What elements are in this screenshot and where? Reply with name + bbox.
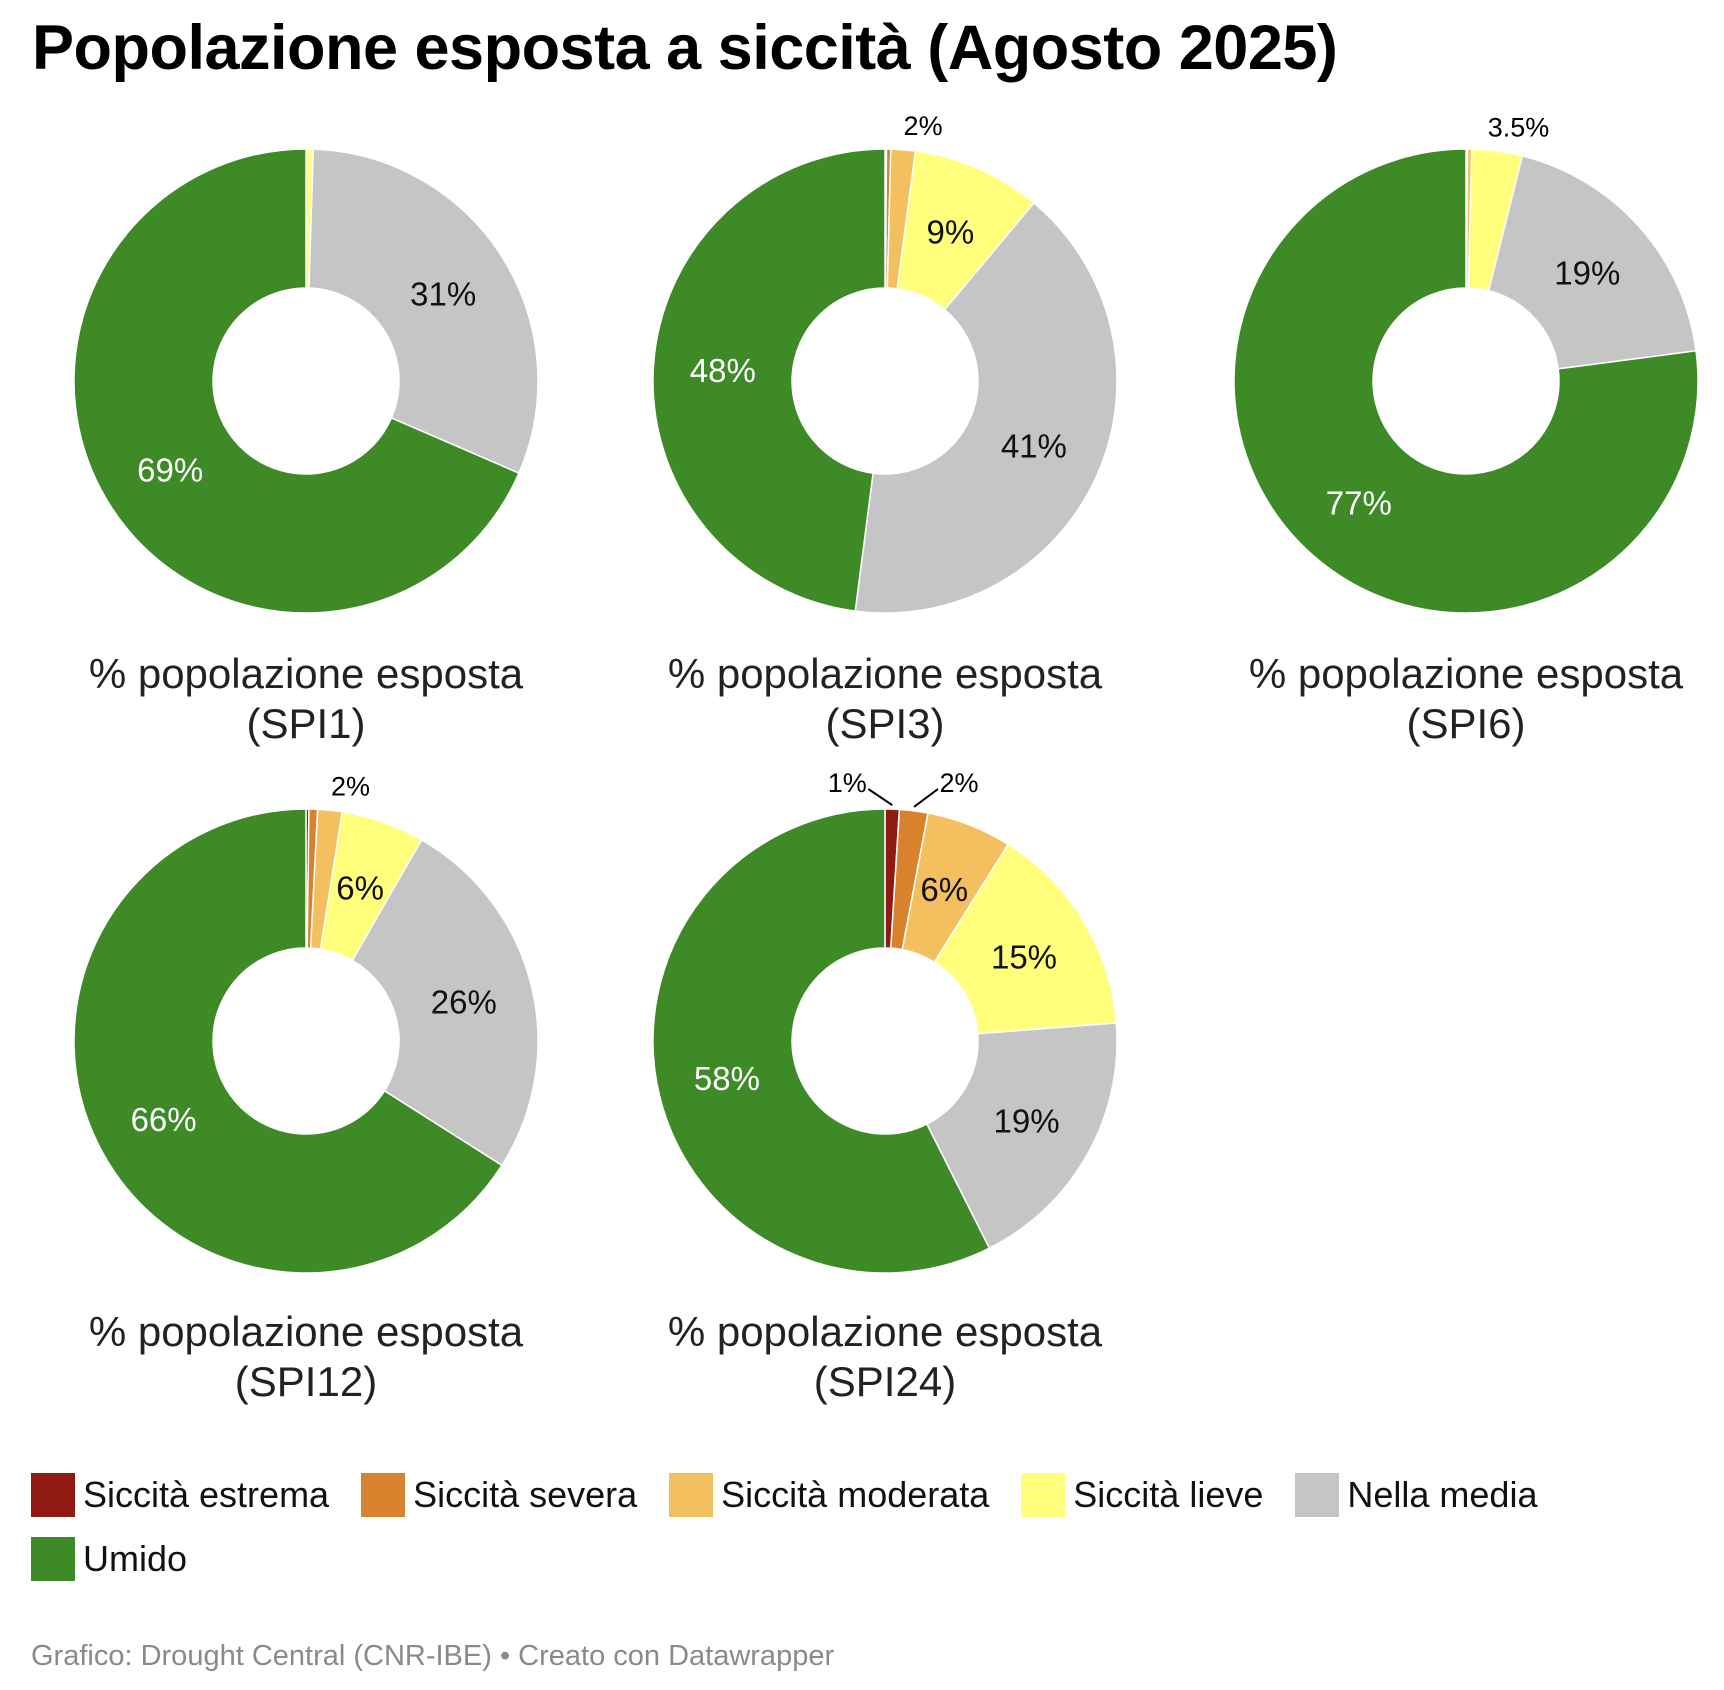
donut-4: 1% 2% 6% 15% 19% 58%	[652, 768, 1118, 1274]
data-label-umido: 66%	[131, 1101, 197, 1138]
legend-swatch	[31, 1537, 75, 1581]
subtitle-line2: (SPI12)	[234, 1358, 378, 1405]
chart-subtitle: % popolazione esposta (SPI6)	[1186, 649, 1724, 749]
legend-label: Siccità estrema	[83, 1474, 330, 1515]
donut-2: 3.5% 19% 77%	[1233, 112, 1699, 614]
subtitle-line2: (SPI3)	[825, 700, 945, 747]
data-label-umido: 77%	[1326, 485, 1392, 522]
data-label-nella-media: 19%	[1554, 254, 1620, 291]
data-label-nella-media: 31%	[410, 275, 476, 312]
chart-subtitle: % popolazione esposta (SPI12)	[26, 1307, 586, 1407]
legend-item-siccita-estrema: Siccità estrema	[31, 1473, 329, 1517]
data-label-siccita-lieve: 6%	[336, 869, 384, 906]
data-label-siccita-lieve: 15%	[991, 938, 1057, 975]
subtitle-line2: (SPI1)	[246, 700, 366, 747]
chart-subtitle: % popolazione esposta (SPI24)	[605, 1307, 1165, 1407]
data-label-siccita-moderata: 2%	[904, 111, 943, 141]
data-label-siccita-lieve: 3.5%	[1488, 112, 1550, 142]
slice-umido	[73, 808, 503, 1274]
slice-umido	[652, 808, 991, 1274]
data-label-umido: 48%	[690, 352, 756, 389]
legend-item-siccita-moderata: Siccità moderata	[669, 1473, 989, 1517]
subtitle-line1: % popolazione esposta	[1248, 650, 1684, 697]
chart-title: Popolazione esposta a siccità (Agosto 20…	[32, 13, 1338, 83]
legend-swatch	[1295, 1473, 1340, 1517]
slice-umido	[1233, 148, 1699, 614]
data-label-siccita-moderata: 2%	[331, 771, 370, 801]
data-label-nella-media: 19%	[994, 1102, 1060, 1139]
slice-nella-media	[925, 1022, 1118, 1250]
legend-label: Siccità severa	[413, 1474, 638, 1515]
legend-swatch	[669, 1473, 714, 1517]
subtitle-line2: (SPI24)	[813, 1358, 957, 1405]
legend-label: Siccità lieve	[1073, 1474, 1264, 1515]
legend-label: Siccità moderata	[721, 1474, 990, 1515]
label-leader-line	[913, 788, 939, 808]
slice-nella-media	[854, 202, 1118, 614]
label-leader-line	[867, 788, 893, 806]
data-label-siccita-moderata: 6%	[920, 871, 968, 908]
donut-1: 2% 9% 41% 48%	[652, 111, 1118, 614]
slice-nella-media	[1487, 155, 1697, 370]
chart-subtitle: % popolazione esposta (SPI1)	[26, 649, 586, 749]
data-label-nella-media: 26%	[431, 984, 497, 1021]
data-label-siccita-severa: 2%	[940, 768, 979, 798]
legend-label: Umido	[83, 1538, 188, 1579]
donut-3: 2% 6% 26% 66%	[73, 771, 539, 1274]
legend-label: Nella media	[1347, 1474, 1538, 1515]
legend-item-siccita-severa: Siccità severa	[361, 1473, 637, 1517]
legend-item-siccita-lieve: Siccità lieve	[1021, 1473, 1263, 1517]
legend: Siccità estrema Siccità severa Siccità mod…	[31, 1473, 1711, 1581]
slice-nella-media	[308, 148, 539, 475]
slice-umido	[652, 148, 886, 612]
data-label-siccita-lieve: 9%	[927, 214, 975, 251]
legend-item-umido: Umido	[31, 1537, 187, 1581]
donut-charts: 31% 69% 2% 9% 41% 48% 3.5% 19% 77% 2% 6% 26% 66% 1% 2%…	[73, 111, 1699, 1274]
subtitle-line1: % popolazione esposta	[667, 1308, 1103, 1355]
legend-item-nella-media: Nella media	[1295, 1473, 1537, 1517]
slice-umido	[73, 148, 520, 614]
data-label-nella-media: 41%	[1001, 428, 1067, 465]
subtitle-line1: % popolazione esposta	[88, 650, 524, 697]
legend-swatch	[1021, 1473, 1066, 1517]
legend-swatch	[31, 1473, 75, 1517]
data-label-umido: 69%	[137, 452, 203, 489]
slice-nella-media	[351, 838, 539, 1167]
chart-subtitle: % popolazione esposta (SPI3)	[605, 649, 1165, 749]
source-footer: Grafico: Drought Central (CNR-IBE) • Cre…	[31, 1640, 835, 1672]
subtitle-line1: % popolazione esposta	[667, 650, 1103, 697]
legend-swatch	[361, 1473, 406, 1517]
donut-0: 31% 69%	[73, 148, 539, 614]
subtitle-line1: % popolazione esposta	[88, 1308, 524, 1355]
slice-siccita-lieve	[933, 843, 1118, 1035]
subtitle-line2: (SPI6)	[1406, 700, 1526, 747]
data-label-siccita-estrema: 1%	[828, 768, 867, 798]
data-label-umido: 58%	[694, 1060, 760, 1097]
